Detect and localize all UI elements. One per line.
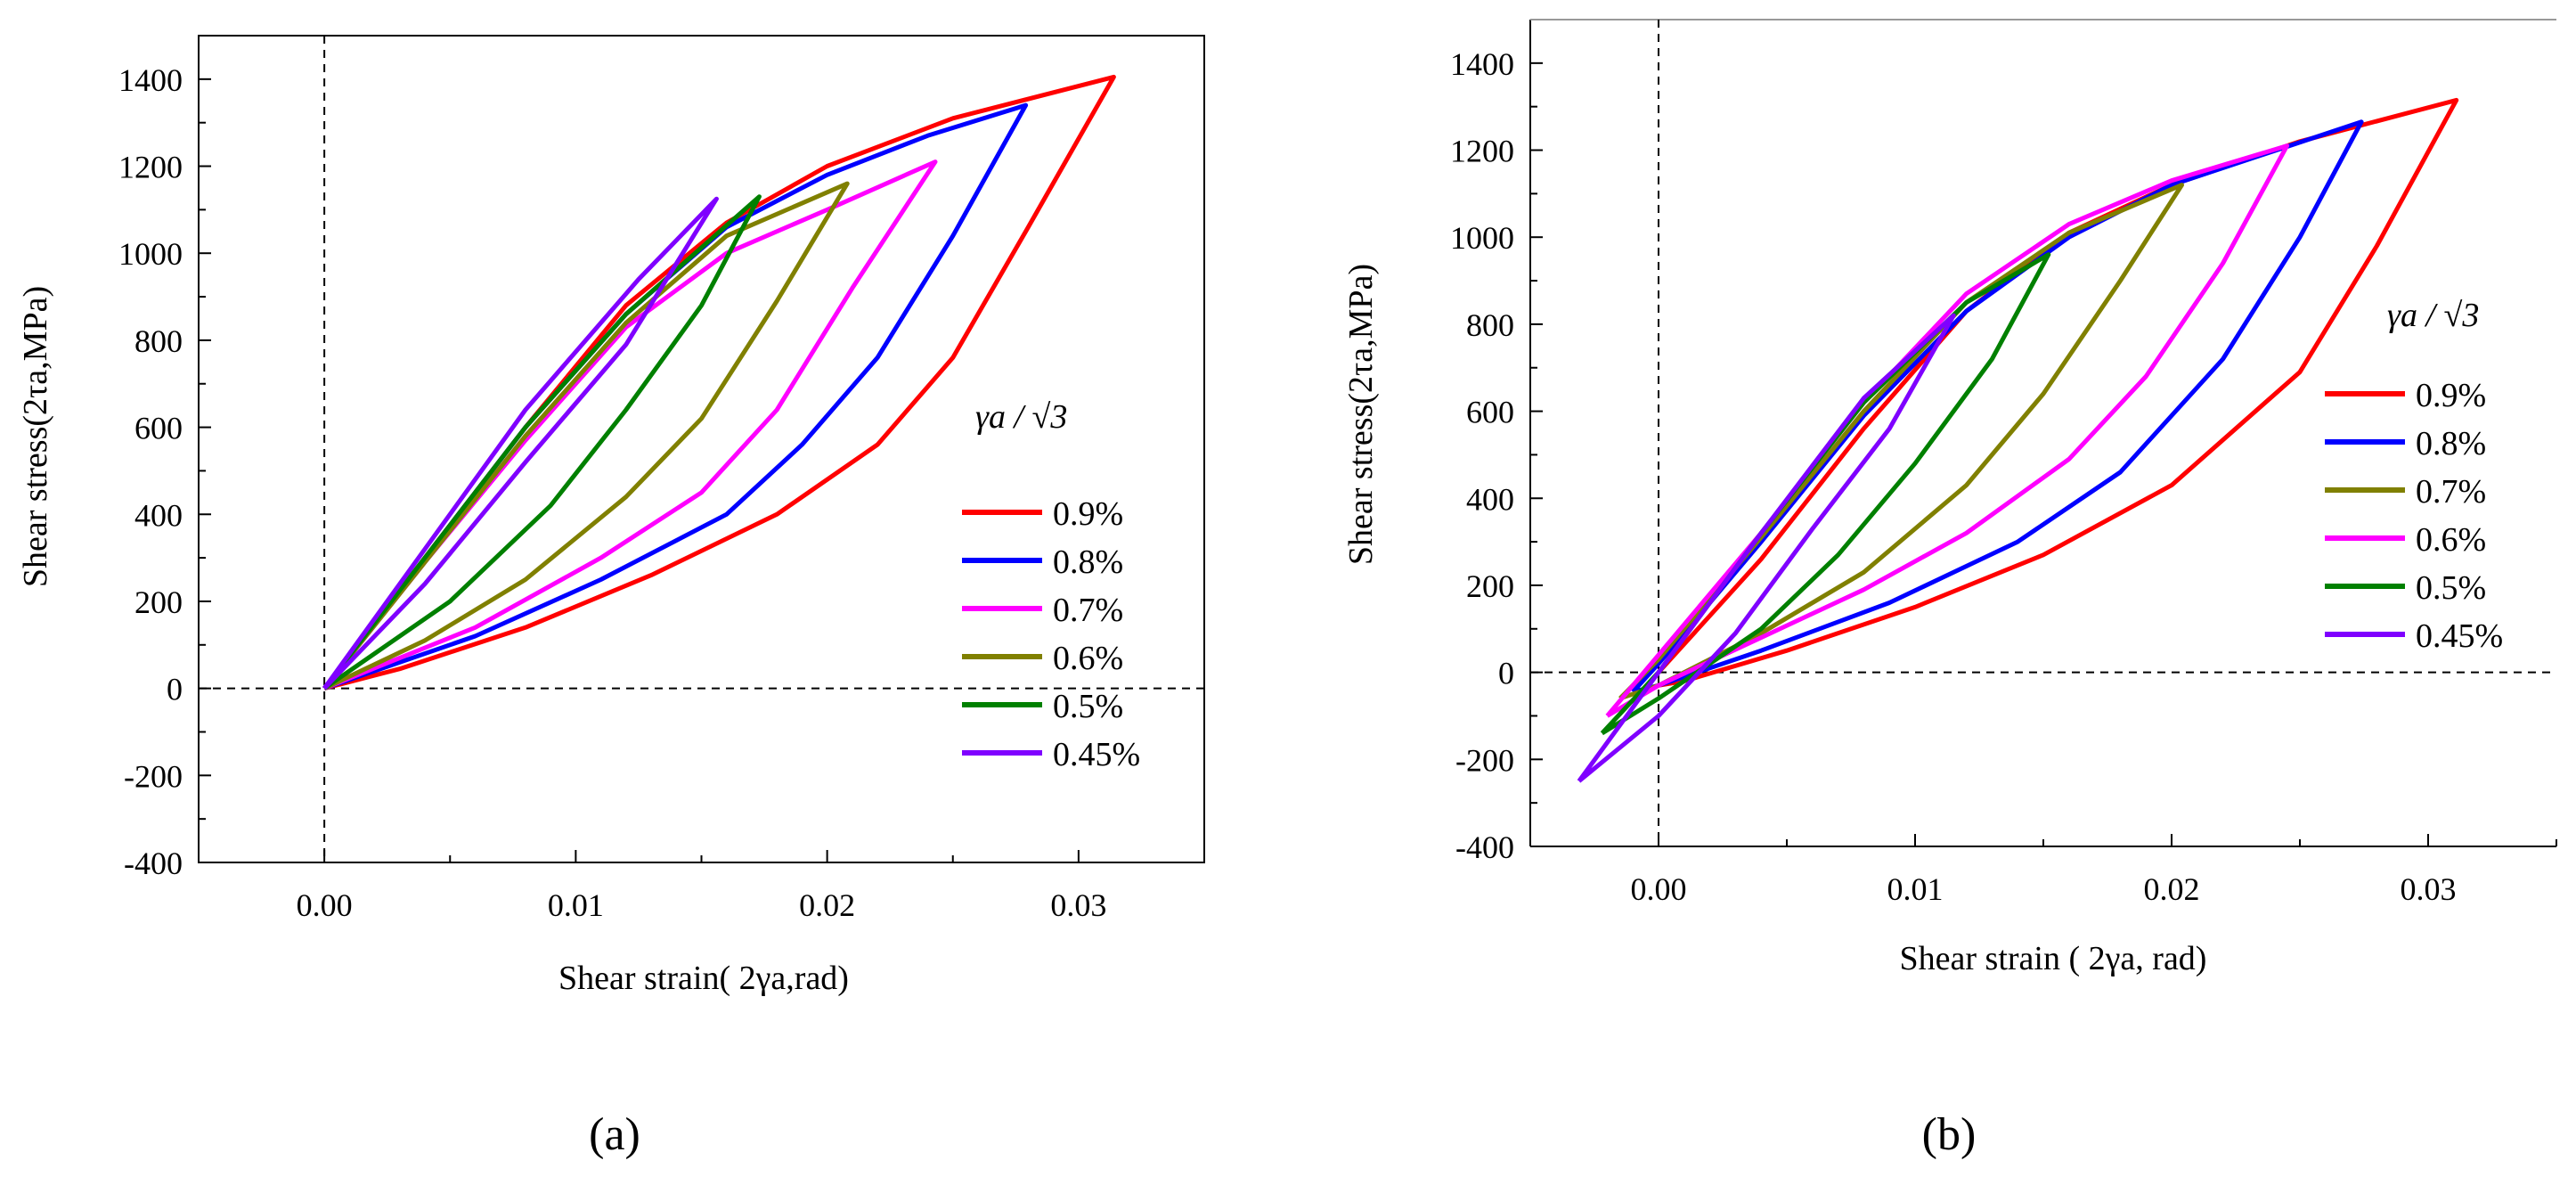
y-tick-label: 1000 [118,236,183,272]
x-tick-label: 0.01 [1887,871,1944,907]
hysteresis-loop-series [322,159,938,690]
x-tick-label: 0.03 [2401,871,2457,907]
y-tick-label: -400 [1455,829,1514,865]
y-axis-label: Shear stress(2τa,MPa) [17,286,54,587]
x-tick-label: 0.02 [2144,871,2200,907]
y-tick-label: 1200 [118,150,183,185]
y-tick-label: 400 [135,497,183,533]
hysteresis-loop-series [1577,313,1956,783]
legend-label: 0.5% [1053,688,1123,725]
legend-label: 0.5% [2416,569,2486,607]
hysteresis-loop-series [322,181,850,690]
legend-label: 0.7% [2416,473,2486,511]
legend-label: 0.6% [1053,640,1123,677]
y-tick-label: -400 [124,846,183,881]
x-tick-label: 0.00 [297,887,353,923]
legend-label: 0.8% [1053,543,1123,581]
hysteresis-loop-series [1605,143,2290,718]
x-tick-label: 0.01 [548,887,604,923]
legend-label: 0.9% [1053,495,1123,533]
panel-label: (a) [589,1109,640,1160]
legend-title: γa / √3 [2387,297,2479,334]
y-tick-label: 1200 [1450,134,1514,169]
y-axis-label: Shear stress(2τa,MPa) [1342,264,1380,565]
hysteresis-loop-series [322,74,1116,691]
y-tick-label: 200 [135,584,183,620]
y-tick-label: 1400 [1450,46,1514,82]
y-tick-label: 1000 [1450,220,1514,256]
x-axis-label: Shear strain( 2γa,rad) [558,960,849,997]
x-axis-label: Shear strain ( 2γa, rad) [1900,940,2207,977]
y-tick-label: 200 [1466,568,1514,604]
hysteresis-loop-series [322,194,762,690]
hysteresis-loop-series [1657,97,2459,688]
y-tick-label: 600 [135,411,183,446]
panel-label: (b) [1922,1109,1977,1160]
legend-label: 0.45% [1053,736,1140,773]
legend-label: 0.9% [2416,377,2486,414]
hysteresis-loop-series [322,196,719,690]
y-tick-label: 800 [1466,307,1514,343]
legend-label: 0.7% [1053,592,1123,629]
y-tick-label: 400 [1466,481,1514,517]
panel-a: -400 -200 0 200 400 600 800 1000 1200 1400 0.00 0.0… [17,35,1205,1160]
y-tick-label: 600 [1466,395,1514,430]
legend-title: γa / √3 [975,398,1067,436]
legend-label: 0.8% [2416,425,2486,462]
y-tick-label: 0 [1498,656,1514,691]
y-tick-label: -200 [1455,742,1514,778]
hysteresis-loop-series [1618,183,2184,701]
y-tick-label: 0 [167,672,183,707]
panel-b: -400 -200 0 200 400 600 800 1000 1200 1400 0.00 0.0… [1342,19,2557,1160]
y-tick-label: 800 [135,323,183,359]
legend-label: 0.45% [2416,617,2503,655]
y-tick-label: 1400 [118,62,183,98]
x-tick-label: 0.03 [1050,887,1106,923]
legend-label: 0.6% [2416,521,2486,559]
y-tick-label: -200 [124,758,183,794]
hysteresis-loop-series [1631,119,2364,695]
x-tick-label: 0.00 [1631,871,1687,907]
x-tick-label: 0.02 [799,887,855,923]
